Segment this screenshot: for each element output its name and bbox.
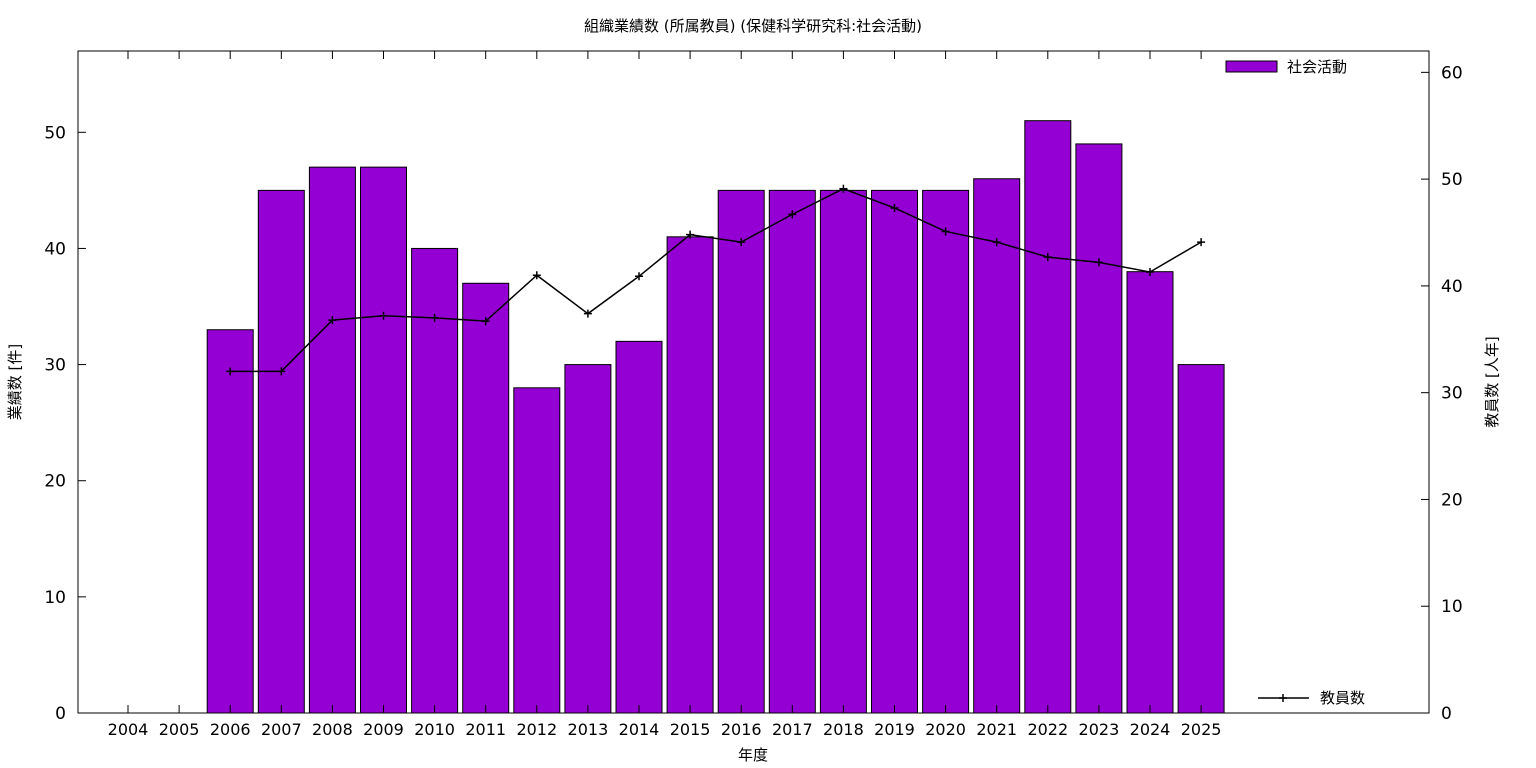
x-tick-label: 2005: [159, 720, 200, 739]
series-line: [230, 187, 1202, 373]
bar: [1177, 364, 1225, 714]
line-point: [1043, 253, 1052, 262]
legend-bar-swatch: [1225, 60, 1278, 73]
bar: [973, 178, 1021, 714]
y2-axis-label: 教員数 [人年]: [1483, 336, 1501, 427]
x-tick-label: 2011: [465, 720, 506, 739]
line-point: [1094, 258, 1103, 267]
legend-bar: 社会活動: [1225, 58, 1347, 76]
x-tick-label: 2008: [312, 720, 353, 739]
line-point: [226, 367, 235, 376]
y-tick-label: 20: [44, 472, 66, 492]
x-tick-label: 2021: [976, 720, 1017, 739]
line-point: [992, 238, 1001, 247]
bar: [564, 364, 612, 714]
y2-tick-label: 60: [1441, 63, 1463, 83]
y2-tick-label: 0: [1441, 704, 1452, 724]
x-tick-label: 2013: [568, 720, 609, 739]
x-tick-label: 2020: [925, 720, 966, 739]
bar: [257, 189, 305, 714]
line-point: [532, 271, 541, 280]
line-point: [1197, 238, 1206, 247]
line-point: [583, 309, 592, 318]
y-tick-label: 10: [44, 588, 66, 608]
bar: [360, 166, 407, 714]
x-tick-label: 2012: [516, 720, 557, 739]
bar: [206, 329, 254, 714]
y2-tick-label: 50: [1441, 170, 1463, 190]
line-point: [686, 230, 695, 239]
bar: [462, 282, 510, 714]
x-tick-label: 2017: [772, 720, 813, 739]
line-point: [379, 311, 388, 320]
axes: 0 10 20 30 40 50 0 10 20 30 40 50 60 2004 2005 2006 2007…: [44, 51, 1463, 739]
plot-frame: [77, 50, 1430, 714]
x-tick-label: 2023: [1079, 720, 1120, 739]
bar: [871, 189, 918, 714]
x-tick-label: 2009: [363, 720, 404, 739]
legend-line-marker: [1279, 694, 1287, 702]
x-tick-label: 2014: [619, 720, 660, 739]
y2-tick-label: 20: [1441, 490, 1463, 510]
x-tick-label: 2018: [823, 720, 864, 739]
line-point: [941, 227, 950, 236]
legend-bar-label: 社会活動: [1287, 58, 1347, 76]
x-tick-label: 2019: [874, 720, 915, 739]
x-tick-label: 2007: [261, 720, 302, 739]
bar: [615, 340, 663, 714]
x-tick-label: 2004: [108, 720, 149, 739]
y-axis-label: 業績数 [件]: [6, 344, 24, 420]
line-point: [328, 316, 337, 325]
x-tick-label: 2025: [1181, 720, 1222, 739]
x-tick-label: 2022: [1027, 720, 1068, 739]
y2-tick-label: 30: [1441, 384, 1463, 404]
chart-title: 組織業績数 (所属教員) (保健科学研究科:社会活動): [584, 17, 922, 35]
line-point: [839, 184, 848, 193]
line-point: [635, 272, 643, 281]
line-point: [277, 367, 286, 376]
bar: [819, 189, 867, 714]
x-tick-label: 2024: [1130, 720, 1171, 739]
bar: [717, 189, 765, 714]
line-point: [737, 238, 746, 247]
x-axis-label: 年度: [738, 746, 768, 764]
y-tick-label: 0: [55, 704, 66, 724]
bar: [922, 189, 970, 714]
x-tick-label: 2006: [210, 720, 251, 739]
line-point: [788, 210, 797, 219]
line-point: [481, 317, 490, 326]
x-tick-label: 2015: [670, 720, 711, 739]
line-point: [430, 313, 439, 322]
legend-line: 教員数: [1258, 689, 1365, 707]
bar: [1024, 120, 1072, 714]
bar: [513, 387, 561, 714]
line-point: [890, 203, 899, 212]
y-tick-label: 40: [44, 239, 66, 259]
x-tick-label: 2010: [414, 720, 455, 739]
y2-tick-label: 10: [1441, 597, 1463, 617]
bar-series: [206, 120, 1225, 714]
bar: [666, 236, 714, 714]
bar: [308, 166, 356, 714]
bar: [768, 189, 816, 714]
y2-tick-label: 40: [1441, 277, 1463, 297]
line-series: [226, 184, 1206, 376]
y-tick-label: 50: [44, 123, 66, 143]
bar: [411, 247, 459, 714]
legend-line-label: 教員数: [1320, 689, 1365, 707]
y-tick-label: 30: [44, 356, 66, 376]
bar: [1126, 271, 1174, 714]
bar: [1075, 143, 1123, 714]
line-point: [1146, 268, 1154, 277]
x-tick-label: 2016: [721, 720, 762, 739]
